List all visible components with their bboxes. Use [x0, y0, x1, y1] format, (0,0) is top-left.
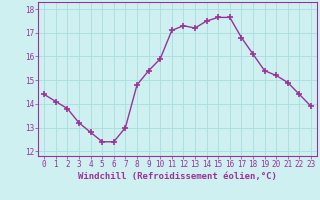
X-axis label: Windchill (Refroidissement éolien,°C): Windchill (Refroidissement éolien,°C): [78, 172, 277, 181]
